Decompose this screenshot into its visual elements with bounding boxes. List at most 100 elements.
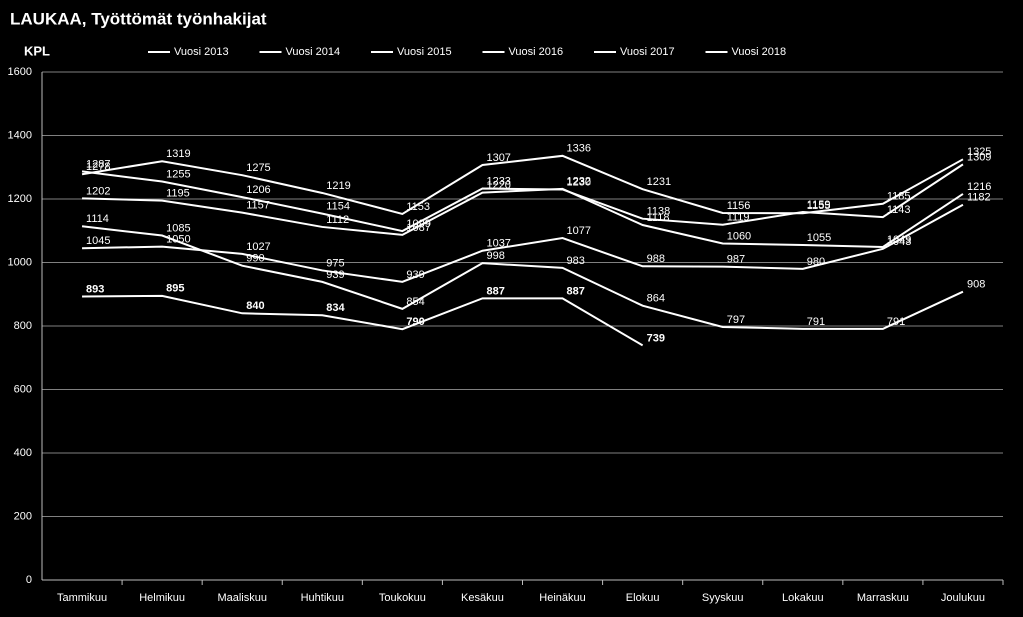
- data-label: 1325: [967, 146, 991, 158]
- y-tick-label: 600: [14, 383, 32, 395]
- x-tick-label: Lokakuu: [782, 592, 824, 604]
- data-label: 1185: [887, 191, 911, 203]
- series-line: [81, 225, 964, 330]
- data-label: 1119: [727, 212, 750, 224]
- data-label: 1043: [887, 236, 911, 248]
- data-label: 864: [647, 293, 665, 305]
- data-label: 893: [86, 283, 104, 295]
- y-tick-label: 400: [14, 447, 32, 459]
- data-label: 1232: [567, 176, 591, 188]
- series-line: [82, 203, 964, 283]
- data-label: 1206: [246, 184, 270, 196]
- data-label: 1195: [166, 187, 190, 199]
- data-label: 1155: [807, 200, 831, 212]
- y-tick-label: 800: [14, 320, 32, 332]
- x-tick-label: Huhtikuu: [301, 592, 344, 604]
- data-label: 1216: [967, 181, 991, 193]
- data-label: 1202: [86, 185, 110, 197]
- data-label: 1099: [406, 218, 430, 230]
- data-label: 1153: [406, 201, 430, 213]
- data-label: 1230: [567, 176, 591, 188]
- x-tick-label: Joulukuu: [941, 592, 985, 604]
- y-tick-label: 0: [26, 574, 32, 586]
- data-label: 1336: [567, 143, 591, 155]
- data-label: 1050: [166, 234, 190, 246]
- data-label: 790: [406, 316, 424, 328]
- data-label: 1112: [326, 214, 349, 226]
- x-tick-label: Helmikuu: [139, 592, 185, 604]
- x-tick-label: Maaliskuu: [217, 592, 267, 604]
- legend-label: Vuosi 2017: [620, 46, 675, 58]
- data-label: 998: [486, 250, 504, 262]
- data-label: 975: [326, 257, 344, 269]
- series-line: [81, 163, 964, 233]
- data-label: 797: [727, 314, 745, 326]
- data-label: 791: [887, 316, 905, 328]
- series-line: [82, 294, 644, 347]
- chart-title: LAUKAA, Työttömät työnhakijat: [10, 9, 267, 28]
- data-label: 1287: [86, 158, 110, 170]
- x-tick-label: Kesäkuu: [461, 592, 504, 604]
- data-label: 1156: [727, 200, 751, 212]
- data-label: 887: [567, 285, 585, 297]
- data-label: 1143: [887, 204, 911, 216]
- x-tick-label: Syyskuu: [702, 592, 744, 604]
- data-label: 1278: [86, 161, 110, 173]
- y-tick-label: 1400: [8, 129, 32, 141]
- x-tick-label: Marraskuu: [857, 592, 909, 604]
- data-label: 1060: [727, 230, 751, 242]
- data-label: 1154: [326, 201, 350, 213]
- data-label: 1182: [967, 192, 991, 204]
- data-label: 987: [727, 254, 745, 266]
- data-label: 1077: [567, 225, 591, 237]
- data-label: 1027: [246, 241, 270, 253]
- y-tick-label: 1000: [8, 256, 32, 268]
- data-label: 939: [326, 269, 344, 281]
- x-tick-label: Elokuu: [626, 592, 660, 604]
- data-label: 895: [166, 283, 184, 295]
- data-label: 854: [406, 296, 424, 308]
- y-tick-label: 1200: [8, 193, 32, 205]
- data-label: 1307: [486, 152, 510, 164]
- data-label: 1055: [807, 232, 831, 244]
- data-label: 1114: [86, 213, 109, 225]
- data-label: 939: [406, 269, 424, 281]
- data-label: 1309: [967, 151, 991, 163]
- legend-label: Vuosi 2015: [397, 46, 452, 58]
- data-label: 1231: [647, 176, 671, 188]
- data-label: 887: [486, 285, 504, 297]
- data-label: 1275: [246, 162, 270, 174]
- data-label: 988: [647, 253, 665, 265]
- data-label: 1219: [326, 180, 350, 192]
- y-tick-label: 1600: [8, 66, 32, 78]
- data-label: 980: [807, 256, 825, 268]
- data-label: 983: [567, 255, 585, 267]
- legend-label: Vuosi 2013: [174, 46, 229, 58]
- data-label: 1045: [86, 235, 110, 247]
- data-label: 1138: [647, 206, 671, 218]
- data-label: 834: [326, 302, 345, 314]
- series-line: [81, 154, 964, 215]
- data-label: 1319: [166, 148, 190, 160]
- data-label: 990: [246, 253, 264, 265]
- series-line: [82, 187, 964, 248]
- data-label: 1159: [807, 199, 831, 211]
- x-tick-label: Tammikuu: [57, 592, 107, 604]
- data-label: 791: [807, 316, 825, 328]
- y-tick-label: 200: [14, 510, 32, 522]
- data-label: 840: [246, 300, 264, 312]
- data-label: 908: [967, 279, 985, 291]
- data-label: 1037: [486, 238, 510, 250]
- data-label: 1049: [887, 234, 911, 246]
- data-label: 739: [647, 332, 665, 344]
- y-axis-label: KPL: [24, 43, 50, 58]
- x-tick-label: Toukokuu: [379, 592, 426, 604]
- data-label: 1255: [166, 168, 190, 180]
- data-label: 1233: [486, 175, 510, 187]
- data-label: 1085: [166, 222, 190, 234]
- legend-label: Vuosi 2014: [286, 46, 341, 58]
- legend-label: Vuosi 2016: [509, 46, 564, 58]
- legend-label: Vuosi 2018: [732, 46, 787, 58]
- x-tick-label: Heinäkuu: [539, 592, 585, 604]
